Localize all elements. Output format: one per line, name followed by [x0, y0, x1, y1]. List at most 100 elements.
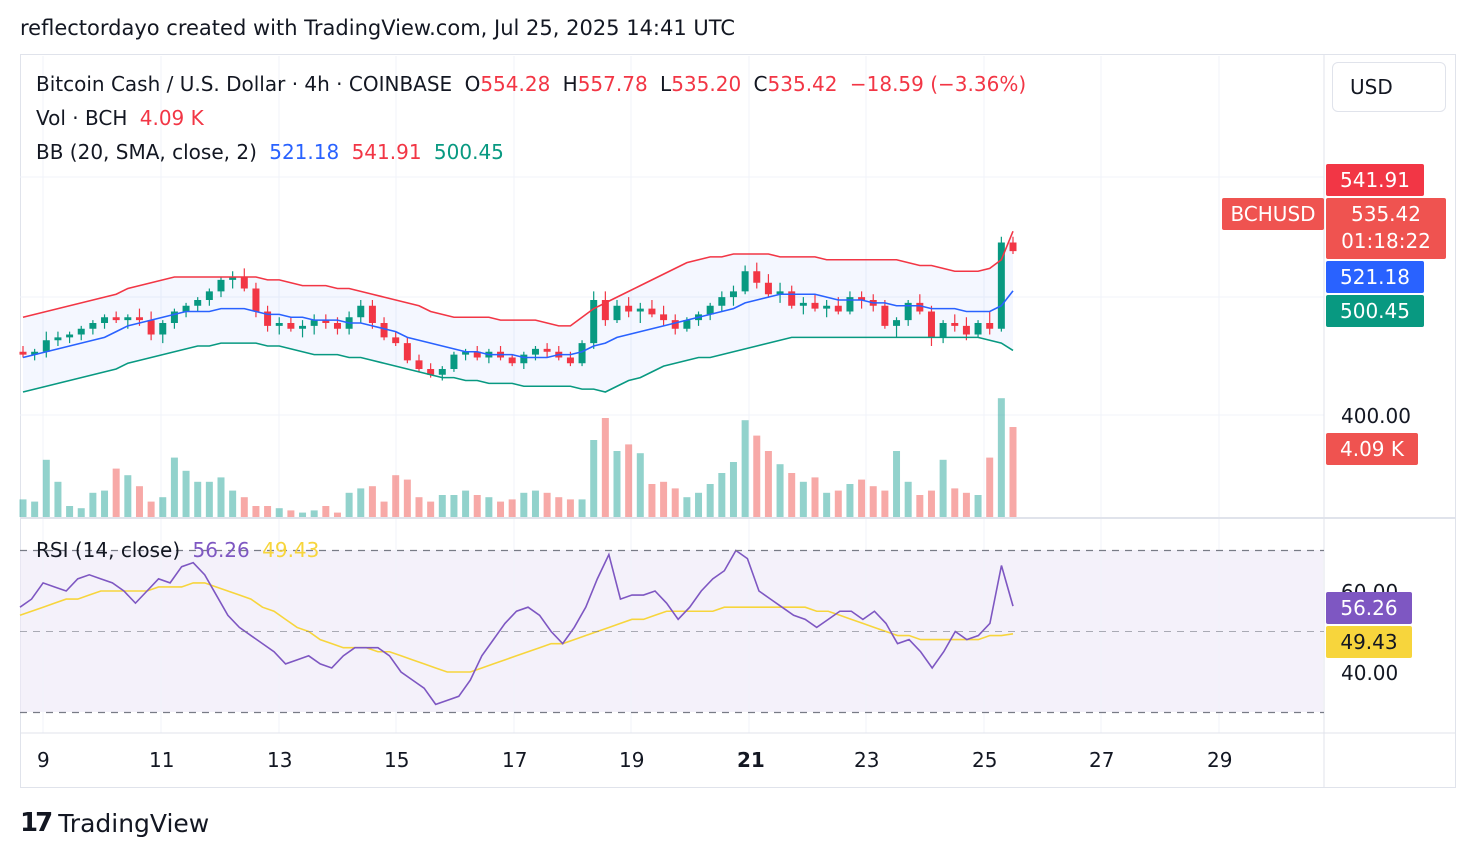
volume-bar: [135, 486, 143, 517]
candle-body: [275, 323, 283, 326]
volume-bar: [112, 468, 120, 517]
bb-basis-value: 521.18: [269, 140, 340, 164]
candle-body: [799, 302, 807, 306]
volume-bar: [974, 495, 982, 517]
volume-bar: [939, 459, 947, 517]
x-tick-label: 13: [267, 748, 293, 772]
volume-axis-label: 400.00: [1341, 404, 1411, 428]
rsi-line: [19, 549, 1014, 706]
candle-body: [846, 297, 854, 312]
volume-bar: [380, 501, 388, 517]
candle-body: [788, 291, 796, 306]
candle-body: [601, 300, 609, 321]
bb-lower-value: 500.45: [433, 140, 504, 164]
candle-body: [357, 305, 365, 318]
volume-bar: [916, 495, 924, 517]
tradingview-logo[interactable]: 17 TradingView: [20, 808, 209, 838]
volume-value: 4.09 K: [139, 106, 204, 130]
candle-body: [333, 323, 341, 329]
volume-bar: [729, 462, 737, 517]
candle-body: [858, 297, 866, 300]
currency-selector[interactable]: USD: [1332, 62, 1446, 112]
candle-body: [101, 317, 109, 323]
chart-frame: [20, 54, 1456, 788]
candle-body: [683, 320, 691, 329]
candle-body: [403, 343, 411, 361]
close-value: 535.42: [767, 72, 838, 96]
volume-bar: [660, 481, 668, 517]
candle-body: [636, 308, 644, 312]
candle-body: [147, 320, 155, 335]
rsi-ma-value: 49.43: [262, 538, 320, 562]
candle-body: [124, 317, 132, 321]
volume-bar: [345, 492, 353, 517]
volume-bar: [89, 492, 97, 517]
candle-body: [42, 340, 50, 352]
volume-bar: [648, 484, 656, 517]
volume-bar: [205, 481, 213, 517]
rsi-ma-line: [19, 582, 1014, 673]
volume-bar: [333, 512, 341, 517]
volume-bar: [543, 492, 551, 517]
change-value: −18.59 (−3.36%): [849, 72, 1027, 96]
candle-body: [893, 320, 901, 326]
volume-bar: [776, 464, 784, 517]
x-tick-label: 15: [384, 748, 410, 772]
x-tick-label: 11: [149, 748, 175, 772]
legend-ohlc: Bitcoin Cash / U.S. Dollar · 4h · COINBA…: [36, 72, 1032, 96]
volume-bar: [671, 488, 679, 517]
high-label: H: [562, 72, 578, 96]
x-tick-label: 21: [737, 748, 765, 772]
candle-body: [543, 348, 551, 352]
volume-bar: [194, 481, 202, 517]
rsi-label[interactable]: RSI (14, close): [36, 538, 181, 562]
volume-bar: [368, 486, 376, 517]
candle-body: [939, 323, 947, 338]
rsi-tag: 56.26: [1326, 592, 1412, 624]
candle-body: [776, 291, 784, 295]
volume-bar: [683, 497, 691, 517]
volume-bar: [450, 495, 458, 517]
volume-bar: [438, 495, 446, 517]
volume-bar: [252, 506, 260, 517]
legend-symbol[interactable]: Bitcoin Cash / U.S. Dollar · 4h · COINBA…: [36, 72, 453, 96]
candle-body: [706, 305, 714, 315]
volume-bar: [799, 481, 807, 517]
candle-body: [473, 351, 481, 358]
bb-lower-tag: 500.45: [1326, 295, 1424, 327]
candle-body: [252, 288, 260, 312]
volume-bar: [555, 497, 563, 517]
candle-body: [438, 369, 446, 375]
volume-bar: [415, 497, 423, 517]
candle-body: [625, 305, 633, 312]
candle-body: [427, 369, 435, 375]
bar-countdown: 01:18:22: [1341, 229, 1431, 253]
bb-label[interactable]: BB (20, SMA, close, 2): [36, 140, 257, 164]
candle-body: [205, 291, 213, 300]
candle-body: [520, 354, 528, 364]
x-tick-label: 29: [1207, 748, 1233, 772]
x-tick-label: 17: [502, 748, 528, 772]
candle-body: [380, 323, 388, 338]
candle-body: [194, 300, 202, 306]
candle-body: [823, 305, 831, 309]
volume-bar: [508, 499, 516, 517]
candle-body: [962, 325, 970, 335]
candle-body: [660, 314, 668, 321]
candle-body: [590, 300, 598, 344]
volume-bar: [31, 501, 39, 517]
volume-bar: [101, 490, 109, 517]
volume-bar: [695, 492, 703, 517]
candle-body: [19, 351, 27, 355]
legend-bb: BB (20, SMA, close, 2) 521.18 541.91 500…: [36, 140, 510, 164]
candle-body: [648, 308, 656, 315]
bb-upper-tag: 541.91: [1326, 164, 1424, 196]
candle-body: [741, 271, 749, 292]
volume-label[interactable]: Vol · BCH: [36, 106, 128, 130]
candle-body: [811, 302, 819, 309]
volume-bar: [240, 497, 248, 517]
rsi-ma-tag: 49.43: [1326, 626, 1412, 658]
volume-bar: [764, 451, 772, 517]
candle-body: [31, 351, 39, 355]
